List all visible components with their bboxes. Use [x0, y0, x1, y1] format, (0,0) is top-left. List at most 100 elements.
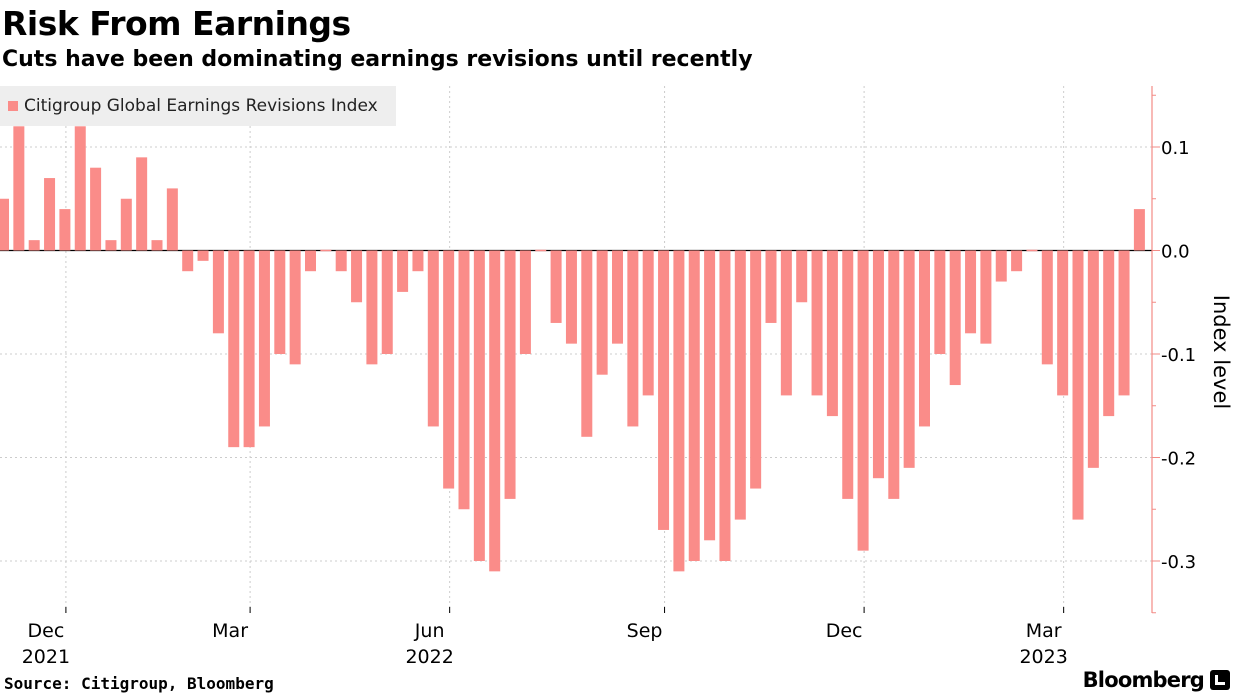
bar	[44, 178, 56, 251]
bar	[489, 250, 501, 572]
bar	[274, 250, 286, 354]
bar	[658, 250, 670, 530]
bar	[565, 250, 577, 344]
bar	[719, 250, 731, 561]
bar	[412, 250, 424, 272]
bar	[1011, 250, 1023, 272]
bar	[335, 250, 347, 272]
bar	[535, 249, 547, 252]
source-note: Source: Citigroup, Bloomberg	[4, 674, 274, 693]
bar	[980, 250, 992, 344]
bar	[473, 250, 485, 561]
x-tick-label: Dec	[28, 620, 65, 642]
bar	[120, 198, 132, 251]
bar	[872, 250, 884, 479]
y-tick-label: -0.1	[1161, 345, 1196, 366]
bar	[734, 250, 746, 520]
bar	[688, 250, 700, 561]
y-axis-label: Index level	[1209, 295, 1233, 409]
bar	[381, 250, 393, 354]
bar	[289, 250, 301, 365]
bar	[642, 250, 654, 396]
x-tick-label: Jun	[414, 620, 445, 642]
bar-layer	[0, 126, 1152, 572]
bar	[995, 250, 1007, 282]
y-tick-label: 0.1	[1161, 138, 1190, 159]
bar	[842, 250, 854, 499]
x-tick-label: Mar	[212, 620, 248, 642]
bar	[811, 250, 823, 396]
bar	[351, 250, 363, 303]
bar	[151, 240, 163, 251]
bar	[1041, 250, 1053, 365]
bar	[581, 250, 593, 437]
bar	[504, 250, 516, 499]
y-tick-label: -0.2	[1161, 449, 1196, 470]
bar	[949, 250, 961, 386]
bar	[704, 250, 716, 541]
legend-swatch	[8, 101, 18, 111]
grid-layer	[0, 86, 1152, 613]
bar	[13, 126, 25, 251]
bar	[427, 250, 439, 427]
brand-logo-text: Bloomberg	[1082, 668, 1205, 692]
legend: Citigroup Global Earnings Revisions Inde…	[0, 86, 396, 126]
bar	[0, 198, 9, 251]
x-tick-label: Mar	[1026, 620, 1062, 642]
chart-subtitle: Cuts have been dominating earnings revis…	[2, 47, 753, 72]
bar	[305, 250, 316, 272]
bar	[74, 126, 86, 251]
bar	[934, 250, 946, 354]
bar	[397, 250, 409, 292]
axis-layer: 0.1 0.0 -0.1 -0.2 -0.3 Dec 2021 Mar Jun 2022 Sep De…	[22, 86, 1196, 668]
bar	[443, 250, 455, 489]
bar	[28, 240, 40, 251]
bar	[197, 250, 209, 261]
bar	[780, 250, 792, 396]
y-tick-label: -0.3	[1161, 552, 1196, 573]
bar	[888, 250, 900, 499]
bar	[550, 250, 562, 323]
bar	[765, 250, 777, 323]
bar	[627, 250, 639, 427]
bar	[166, 188, 178, 251]
x-tick-label: Sep	[627, 620, 663, 642]
legend-label: Citigroup Global Earnings Revisions Inde…	[24, 96, 378, 116]
bar	[750, 250, 762, 489]
y-tick-label: 0.0	[1161, 242, 1190, 263]
bar	[519, 250, 531, 354]
x-tick-label: Dec	[826, 620, 863, 642]
bar	[182, 250, 194, 272]
brand-chart-icon	[1210, 670, 1230, 690]
bar	[105, 240, 117, 251]
bar	[243, 250, 255, 448]
x-year-label: 2023	[1019, 646, 1067, 668]
bar	[228, 250, 240, 448]
bar	[320, 249, 332, 252]
bar	[826, 250, 838, 417]
bar	[965, 250, 977, 334]
bar	[458, 250, 470, 510]
bar	[90, 167, 102, 251]
bar	[612, 250, 623, 344]
bar	[673, 250, 685, 572]
bar	[1103, 250, 1115, 417]
x-year-label: 2021	[22, 646, 70, 668]
bar	[258, 250, 270, 427]
bar	[1087, 250, 1099, 468]
x-year-label: 2022	[405, 646, 453, 668]
bar	[1026, 249, 1038, 252]
bar	[596, 250, 608, 375]
bar	[366, 250, 378, 365]
bar	[919, 250, 930, 427]
bar	[1057, 250, 1069, 396]
chart-title: Risk From Earnings	[2, 4, 351, 43]
bar	[1072, 250, 1084, 520]
bar	[903, 250, 915, 468]
bar	[796, 250, 808, 303]
bar	[59, 209, 71, 251]
bar	[857, 250, 869, 551]
bar	[136, 157, 148, 251]
bar	[1118, 250, 1130, 396]
